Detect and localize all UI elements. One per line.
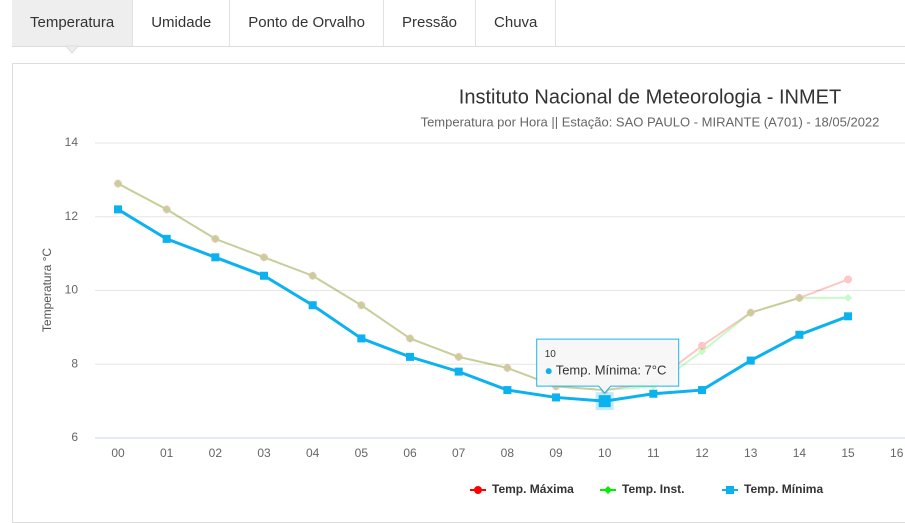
x-tick-label: 03 [257,446,271,460]
marker [357,301,366,310]
marker [698,341,707,350]
x-tick-label: 11 [647,446,660,460]
series-line [117,182,849,392]
chart-title: Instituto Nacional de Meteorologia - INM… [459,86,841,108]
tooltip-box [536,338,680,394]
series-line [117,208,849,403]
x-tick-label: 15 [841,446,855,460]
series-line [117,182,849,392]
y-axis-label: Temperatura °C [40,248,54,332]
series [114,205,853,406]
tab-pointer [64,45,80,54]
marker [795,293,804,302]
x-tick-label: 09 [549,446,563,460]
marker [503,363,512,372]
marker [844,275,853,284]
tab[interactable]: Ponto de Orvalho [230,0,384,46]
marker [474,486,482,494]
series [114,179,853,395]
marker [795,293,804,302]
marker [649,389,658,398]
legend-label: Temp. Mínima [744,482,823,496]
x-tick-label: 16 [890,446,904,460]
marker [454,352,463,361]
marker [260,253,269,262]
tab[interactable]: Umidade [133,0,231,46]
tab[interactable]: Chuva [476,0,557,46]
tooltip-dot [545,368,552,375]
marker [698,347,707,356]
marker [308,271,317,280]
marker [114,205,122,214]
x-tick-label: 06 [403,446,417,460]
x-tick-label: 02 [209,446,223,460]
marker [162,234,171,243]
marker [503,363,512,372]
marker [308,271,317,280]
x-tick-label: 07 [452,446,466,460]
marker [726,486,734,494]
x-tick-label: 08 [501,446,515,460]
marker [357,334,366,343]
marker [795,330,804,339]
marker [114,179,122,188]
marker [260,271,269,280]
marker [604,486,612,494]
chart-subtitle: Temperatura por Hora || Estação: SAO PAU… [421,114,880,129]
marker [162,205,171,214]
x-tick-label: 13 [744,446,758,460]
marker [406,334,415,343]
x-tick-label: 04 [306,446,320,460]
y-tick-label: 14 [65,135,79,149]
marker [552,393,561,402]
marker [598,395,611,408]
tab-bar: Temperatura Umidade Ponto de Orvalho Pressã… [12,0,905,47]
marker [746,308,755,317]
marker [211,253,220,262]
marker [454,367,463,376]
y-tick-label: 10 [65,283,79,297]
marker [698,386,707,395]
marker [844,312,853,321]
marker [211,234,220,243]
x-tick-label: 10 [598,446,612,460]
marker [406,352,415,361]
marker [357,301,366,310]
marker [406,334,415,343]
marker [746,356,755,365]
y-tick-label: 8 [71,356,78,370]
legend-label: Temp. Máxima [492,482,574,496]
marker [308,301,317,310]
marker [844,293,853,302]
marker [211,234,220,243]
marker [162,205,171,214]
y-tick-label: 12 [65,209,79,223]
x-tick-label: 12 [695,446,709,460]
marker [114,179,122,188]
marker [260,253,269,262]
marker [503,386,512,395]
x-tick-label: 05 [355,446,369,460]
x-tick-label: 01 [160,446,174,460]
x-tick-label: 14 [793,446,807,460]
tab[interactable]: Pressão [384,0,477,46]
y-tick-label: 6 [71,430,78,444]
legend-label: Temp. Inst. [622,482,684,496]
marker [454,352,463,361]
tooltip-header: 10 [545,349,557,360]
x-tick-label: 00 [111,446,125,460]
tooltip-text: Temp. Mínima: 7°C [556,363,667,378]
marker [746,308,755,317]
tab[interactable]: Temperatura [12,0,134,46]
